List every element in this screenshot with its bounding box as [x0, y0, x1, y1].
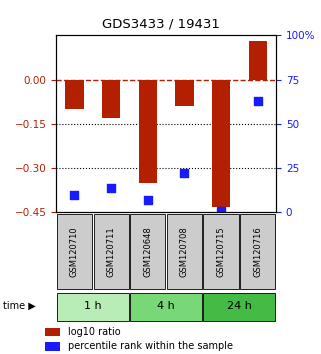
Bar: [204, 292, 275, 321]
Text: log10 ratio: log10 ratio: [68, 327, 120, 337]
Point: [182, 171, 187, 176]
Text: GSM120716: GSM120716: [253, 226, 262, 277]
Bar: [130, 292, 202, 321]
Bar: [130, 214, 165, 289]
Point: [219, 208, 224, 213]
Bar: [57, 292, 129, 321]
Bar: [240, 214, 275, 289]
Bar: [93, 214, 129, 289]
Text: GSM120710: GSM120710: [70, 226, 79, 277]
Bar: [248, 41, 267, 80]
Text: 4 h: 4 h: [157, 301, 175, 311]
Bar: [57, 214, 92, 289]
Bar: [204, 214, 239, 289]
Bar: [65, 80, 84, 109]
Text: GDS3433 / 19431: GDS3433 / 19431: [101, 18, 220, 31]
Text: GSM120648: GSM120648: [143, 226, 152, 277]
Bar: [212, 80, 230, 206]
Text: GSM120708: GSM120708: [180, 226, 189, 277]
Text: GSM120715: GSM120715: [217, 226, 226, 277]
Text: percentile rank within the sample: percentile rank within the sample: [68, 341, 233, 352]
Bar: [45, 342, 60, 351]
Bar: [102, 80, 120, 118]
Point: [108, 185, 114, 190]
Point: [255, 98, 260, 104]
Bar: [167, 214, 202, 289]
Bar: [175, 80, 194, 106]
Text: 1 h: 1 h: [84, 301, 102, 311]
Text: 24 h: 24 h: [227, 301, 252, 311]
Point: [72, 192, 77, 198]
Bar: [139, 80, 157, 183]
Point: [145, 197, 150, 203]
Text: time ▶: time ▶: [3, 301, 36, 311]
Bar: [45, 327, 60, 336]
Text: GSM120711: GSM120711: [107, 226, 116, 277]
